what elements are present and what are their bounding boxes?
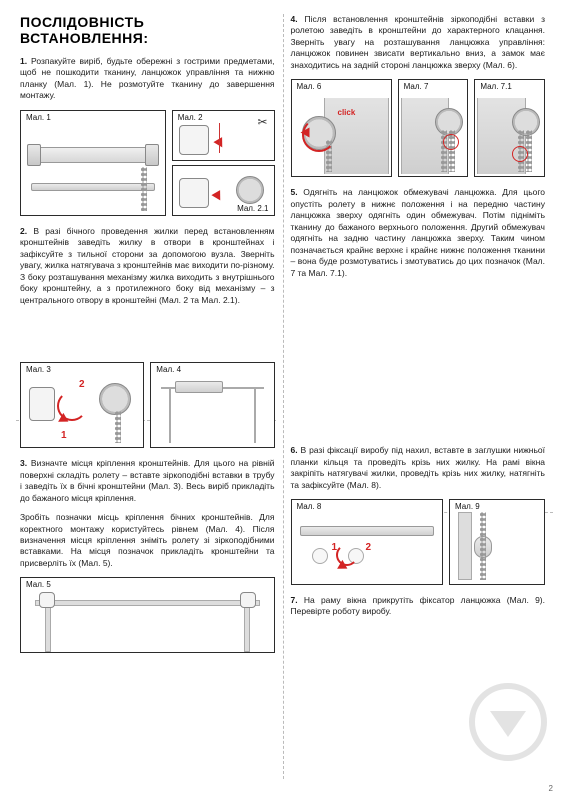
step-num-2: 2	[79, 379, 85, 390]
fig-6-label: Мал. 6	[295, 82, 324, 91]
fig-1-label: Мал. 1	[24, 113, 53, 122]
figure-9: Мал. 9	[449, 499, 545, 585]
fig-7-label: Мал. 7	[402, 82, 431, 91]
figure-4: Мал. 4	[150, 362, 274, 448]
bracket	[179, 178, 209, 208]
figure-3: Мал. 3 1 2	[20, 362, 144, 448]
bracket-right	[240, 592, 256, 608]
endcap-right	[145, 144, 159, 166]
step-6-lead: 6.	[291, 445, 298, 455]
bottom-bar	[31, 183, 155, 191]
step-6-body: В разі фіксації виробу під нахил, вставт…	[291, 445, 546, 489]
step-5-text: 5. Одягніть на ланцюжок обмежувачі ланцю…	[291, 187, 546, 279]
step-7-lead: 7.	[291, 595, 298, 605]
bottom-bar	[300, 526, 434, 536]
figure-row-6-7-71: Мал. 6 click Мал. 7 Мал. 7.1	[291, 79, 546, 177]
fig-21-label: Мал. 2.1	[235, 204, 270, 213]
chain	[480, 512, 486, 580]
click-label: click	[338, 108, 356, 117]
bracket	[29, 387, 55, 421]
page-title: ПОСЛІДОВНІСТЬ ВСТАНОВЛЕННЯ:	[20, 14, 275, 46]
step-3-text-1: 3. Визначте місця кріплення кронштейнів.…	[20, 458, 275, 504]
step-5-body: Одягніть на ланцюжок обмежувачі ланцюжка…	[291, 187, 546, 277]
red-arrow	[211, 190, 224, 203]
scissors-icon: ✂	[257, 115, 267, 129]
frame-right	[254, 387, 256, 443]
endcap-left	[27, 144, 41, 166]
watermark-download-icon	[469, 683, 547, 761]
step-2-body: В разі бічного проведення жилки перед вс…	[20, 226, 275, 305]
window-frame	[458, 512, 472, 580]
step-1-text: 1. Розпакуйте виріб, будьте обережні з г…	[20, 56, 275, 102]
frame-left	[169, 387, 171, 443]
step-5-lead: 5.	[291, 187, 298, 197]
step-4-text: 4. Після встановлення кронштейнів зіркоп…	[291, 14, 546, 71]
red-arrow-down	[213, 137, 226, 150]
fig-5-label: Мал. 5	[24, 580, 53, 589]
step-2-text: 2. В разі бічного проведення жилки перед…	[20, 226, 275, 306]
figure-row-3-4: Мал. 3 1 2 Мал. 4	[20, 362, 275, 448]
figure-2: Мал. 2 ✂	[172, 110, 275, 161]
step-num-1: 1	[61, 430, 67, 441]
figure-2-1: Мал. 2.1	[172, 165, 275, 216]
bracket	[179, 125, 209, 155]
figure-7-1: Мал. 7.1	[474, 79, 545, 177]
bracket-left	[39, 592, 55, 608]
step-4-body: Після встановлення кронштейнів зіркоподі…	[291, 14, 546, 70]
step-7-text: 7. На раму вікна прикрутіть фіксатор лан…	[291, 595, 546, 618]
thread-line	[219, 123, 220, 153]
step-6-text: 6. В разі фіксації виробу під нахил, вст…	[291, 445, 546, 491]
red-arrow	[300, 128, 309, 138]
left-column: ПОСЛІДОВНІСТЬ ВСТАНОВЛЕННЯ: 1. Розпакуйт…	[12, 14, 283, 785]
figure-8: Мал. 8 1 2	[291, 499, 443, 585]
figure-5: Мал. 5	[20, 577, 275, 653]
red-highlight	[443, 134, 459, 150]
right-column: 4. Після встановлення кронштейнів зіркоп…	[283, 14, 554, 785]
step-7-body: На раму вікна прикрутіть фіксатор ланцюж…	[291, 595, 546, 616]
step-3-text-2: Зробіть позначки місць кріплення бічних …	[20, 512, 275, 569]
figure-row-1: Мал. 1 Мал. 2 ✂ Мал. 2.1	[20, 110, 275, 216]
down-arrow-icon	[490, 711, 526, 737]
figure-6: Мал. 6 click	[291, 79, 392, 177]
mechanism-wheel	[236, 176, 264, 204]
control-chain	[141, 167, 147, 211]
figure-row-5: Мал. 5	[20, 577, 275, 653]
fig-71-label: Мал. 7.1	[478, 82, 513, 91]
mark-2: 2	[366, 542, 372, 553]
tension-ring	[312, 548, 328, 564]
fig-3-label: Мал. 3	[24, 365, 53, 374]
frame-right-bar	[244, 600, 250, 652]
instruction-page: ПОСЛІДОВНІСТЬ ВСТАНОВЛЕННЯ: 1. Розпакуйт…	[0, 0, 565, 799]
vertical-dashed-divider	[283, 14, 284, 779]
figure-2-stack: Мал. 2 ✂ Мал. 2.1	[172, 110, 275, 216]
level-tool	[175, 381, 223, 393]
fig-8-label: Мал. 8	[295, 502, 324, 511]
step-3-body-1: Визначте місця кріплення кронштейнів. Дл…	[20, 458, 275, 502]
figure-1: Мал. 1	[20, 110, 166, 216]
fig-2-label: Мал. 2	[176, 113, 205, 122]
frame-top-bar	[35, 600, 260, 606]
roller-tube	[29, 147, 157, 163]
figure-7: Мал. 7	[398, 79, 469, 177]
step-1-body: Розпакуйте виріб, будьте обережні з гост…	[20, 56, 275, 100]
fig-9-label: Мал. 9	[453, 502, 482, 511]
fig-4-label: Мал. 4	[154, 365, 183, 374]
frame-left-bar	[45, 600, 51, 652]
chain	[115, 411, 121, 443]
figure-row-8-9: Мал. 8 1 2 Мал. 9	[291, 499, 546, 585]
page-number: 2	[549, 784, 553, 793]
step-4-lead: 4.	[291, 14, 298, 24]
